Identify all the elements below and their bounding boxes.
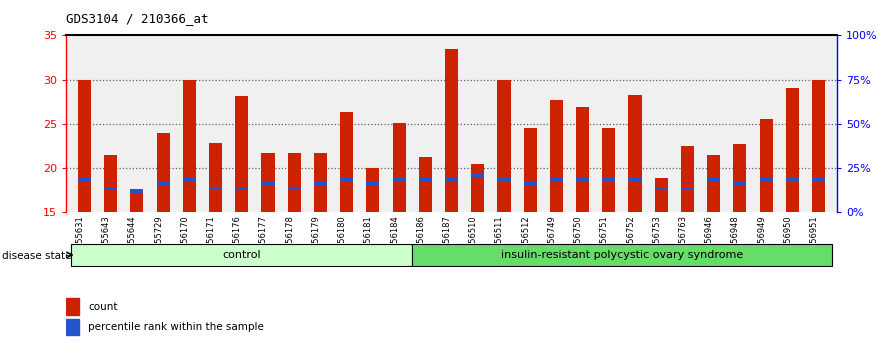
Bar: [812, 80, 825, 212]
Bar: [471, 173, 485, 177]
Bar: [759, 119, 773, 212]
Bar: [314, 182, 327, 186]
Text: percentile rank within the sample: percentile rank within the sample: [88, 322, 264, 332]
Bar: [287, 187, 300, 190]
Bar: [393, 123, 405, 212]
Bar: [130, 193, 144, 212]
Bar: [235, 96, 248, 212]
Bar: [104, 187, 117, 190]
Bar: [182, 178, 196, 181]
Bar: [498, 80, 510, 212]
Bar: [130, 189, 144, 193]
Bar: [523, 182, 537, 186]
Bar: [576, 107, 589, 212]
Bar: [418, 178, 432, 181]
Bar: [812, 178, 825, 181]
Bar: [104, 155, 117, 212]
Bar: [628, 178, 641, 181]
Bar: [786, 88, 799, 212]
Bar: [655, 178, 668, 212]
Bar: [471, 164, 485, 212]
Bar: [393, 178, 405, 181]
Bar: [550, 178, 563, 181]
Bar: [655, 187, 668, 190]
Bar: [235, 187, 248, 190]
Bar: [523, 128, 537, 212]
Text: insulin-resistant polycystic ovary syndrome: insulin-resistant polycystic ovary syndr…: [500, 250, 743, 260]
Bar: [209, 143, 222, 212]
Bar: [445, 48, 458, 212]
Bar: [340, 178, 353, 181]
Bar: [314, 153, 327, 212]
Bar: [681, 187, 694, 190]
Bar: [707, 178, 721, 181]
Bar: [681, 146, 694, 212]
Bar: [66, 319, 79, 335]
Bar: [759, 178, 773, 181]
Bar: [287, 153, 300, 212]
Bar: [786, 178, 799, 181]
FancyBboxPatch shape: [412, 244, 832, 266]
Bar: [576, 178, 589, 181]
Bar: [733, 182, 746, 186]
Bar: [366, 182, 380, 186]
Bar: [628, 95, 641, 212]
Bar: [445, 178, 458, 181]
Bar: [78, 178, 91, 181]
FancyBboxPatch shape: [71, 244, 412, 266]
Text: count: count: [88, 302, 117, 312]
Bar: [418, 156, 432, 212]
Bar: [498, 178, 510, 181]
Bar: [66, 298, 79, 314]
Text: disease state: disease state: [2, 251, 71, 261]
Text: GDS3104 / 210366_at: GDS3104 / 210366_at: [66, 12, 209, 25]
Bar: [366, 168, 380, 212]
Bar: [340, 112, 353, 212]
Bar: [550, 100, 563, 212]
Bar: [209, 187, 222, 190]
Text: control: control: [222, 250, 261, 260]
Bar: [157, 182, 170, 186]
Bar: [182, 80, 196, 212]
Bar: [262, 182, 275, 186]
Bar: [707, 155, 721, 212]
Bar: [733, 144, 746, 212]
Bar: [78, 80, 91, 212]
Bar: [603, 178, 616, 181]
Bar: [603, 128, 616, 212]
Bar: [157, 133, 170, 212]
Bar: [262, 153, 275, 212]
